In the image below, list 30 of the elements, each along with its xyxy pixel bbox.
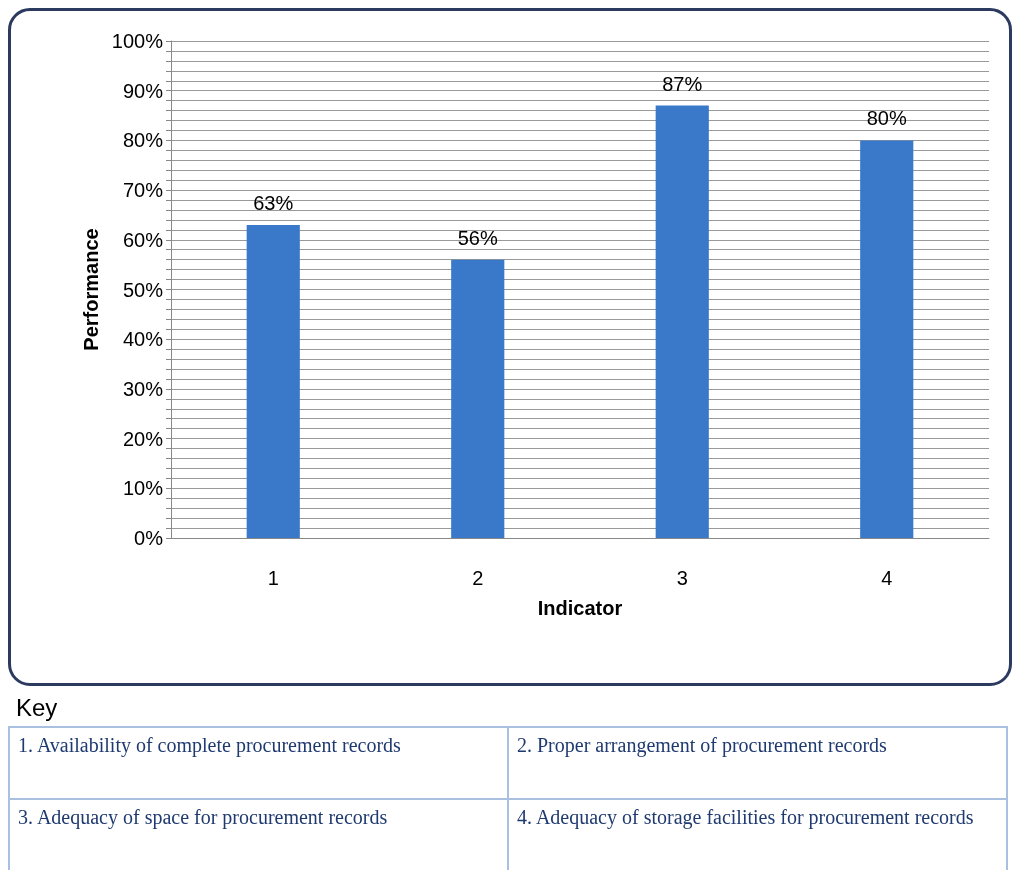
data-label: 63% <box>253 191 294 214</box>
data-label: 80% <box>866 107 907 130</box>
y-tick-label: 50% <box>122 278 164 301</box>
bar <box>860 140 914 538</box>
y-tick-label: 0% <box>134 527 164 549</box>
y-tick-label: 100% <box>111 30 164 52</box>
x-tick-label: 4 <box>881 567 893 589</box>
y-tick-label: 80% <box>122 129 164 152</box>
y-tick-label: 20% <box>122 427 164 450</box>
text: 1. Availability of complete procurement records <box>9 727 508 799</box>
bar <box>655 105 709 538</box>
y-tick-label: 90% <box>122 79 164 102</box>
y-tick-label: 40% <box>122 328 164 351</box>
x-tick-label: 3 <box>676 567 688 589</box>
bar <box>246 224 300 538</box>
x-tick-label: 2 <box>472 567 484 589</box>
y-tick-label: 30% <box>122 377 164 400</box>
y-tick-label: 70% <box>122 179 164 202</box>
x-tick-label: 1 <box>267 567 279 589</box>
y-tick-label: 60% <box>122 228 164 251</box>
data-label: 87% <box>662 72 703 95</box>
y-axis-title: Performance <box>79 228 102 351</box>
x-axis-title: Indicator <box>537 597 623 619</box>
data-label: 56% <box>457 226 498 249</box>
y-tick-label: 10% <box>122 477 164 500</box>
text: Key <box>16 694 59 722</box>
text: 4. Adequacy of storage facilities for procurement records <box>508 799 1007 870</box>
text: 2. Proper arrangement of procurement records <box>508 727 1007 799</box>
bar <box>451 259 505 538</box>
text: 3. Adequacy of space for procurement records <box>9 799 508 870</box>
